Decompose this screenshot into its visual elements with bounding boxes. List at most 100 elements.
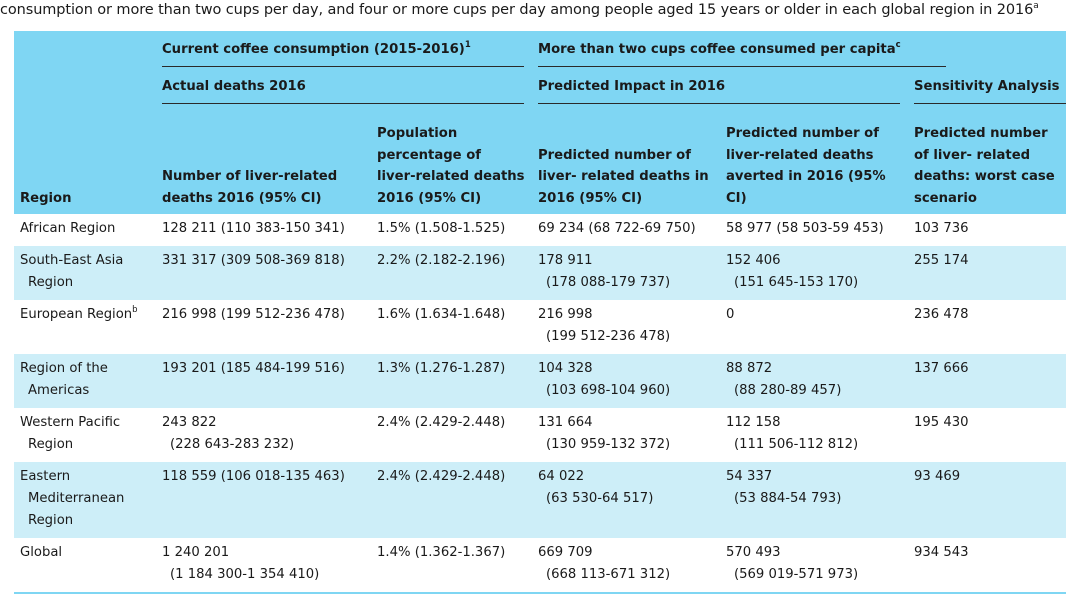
cell-avert: 58 977 (58 503-59 453) — [726, 214, 914, 246]
header-row-columns: Region Number of liver-related deaths 20… — [14, 105, 1067, 214]
col-header-deaths: Number of liver-related deaths 2016 (95%… — [162, 105, 377, 214]
cell-region-line: Western Pacific — [20, 415, 121, 430]
col-header-percentage-line: 2016 (95% CI) — [377, 190, 482, 206]
table-row: South-East Asia Region 331 317 (309 508-36… — [14, 246, 1067, 300]
cell-region-line: South-East Asia — [20, 253, 124, 268]
cell-pred: 178 911 (178 088-179 737) — [538, 246, 726, 300]
cell-pct-line: 2.2% (2.182-2.196) — [377, 253, 506, 268]
header-group-current-label: Current coffee consumption (2015-2016) — [162, 41, 465, 57]
cell-worst: 137 666 — [914, 354, 1067, 408]
cell-pred-line: (668 113-671 312) — [546, 567, 671, 582]
col-header-percentage-line: Population — [377, 126, 458, 141]
cell-pct: 2.4% (2.429-2.448) — [377, 462, 538, 538]
cell-avert-line: 54 337 — [726, 469, 773, 484]
cell-pred-line: (103 698-104 960) — [546, 383, 671, 398]
cell-pct: 1.3% (1.276-1.287) — [377, 354, 538, 408]
cell-region-line: Region — [28, 275, 74, 290]
cell-deaths-line: 118 559 (106 018-135 463) — [162, 469, 345, 484]
cell-deaths: 1 240 201 (1 184 300-1 354 410) — [162, 538, 377, 594]
header-empty-cell — [14, 31, 162, 68]
cell-pred-line: (178 088-179 737) — [546, 275, 671, 290]
cell-region: European Regionb — [14, 300, 162, 354]
col-header-predicted-line: liver- related deaths in — [538, 169, 709, 184]
cell-pred-line: 216 998 — [538, 307, 593, 322]
cell-avert: 54 337 (53 884-54 793) — [726, 462, 914, 538]
cell-avert-line: (53 884-54 793) — [734, 491, 842, 506]
cell-avert-line: 570 493 — [726, 545, 781, 560]
table-row: Region of the Americas 193 201 (185 484-19… — [14, 354, 1067, 408]
caption-footnote-mark: a — [1033, 1, 1039, 11]
cell-pred-line: (63 530-64 517) — [546, 491, 654, 506]
table-row: Eastern Mediterranean Region 118 559 (106 0… — [14, 462, 1067, 538]
cell-region: African Region — [14, 214, 162, 246]
cell-region-line: African Region — [20, 221, 116, 236]
cell-avert-line: 58 977 (58 503-59 453) — [726, 221, 884, 236]
cell-avert: 570 493 (569 019-571 973) — [726, 538, 914, 594]
cell-region-line: Eastern — [20, 469, 71, 484]
region-footnote-mark: b — [132, 305, 138, 315]
cell-region-line: Region of the — [20, 361, 108, 376]
caption-text: consumption or more than two cups per da… — [0, 2, 1034, 18]
col-header-predicted-line: 2016 (95% CI) — [538, 190, 643, 206]
cell-avert-line: (88 280-89 457) — [734, 383, 842, 398]
header-group-more-than-two-mark: c — [895, 39, 901, 50]
cell-deaths-line: (1 184 300-1 354 410) — [170, 567, 320, 582]
cell-pct: 1.6% (1.634-1.648) — [377, 300, 538, 354]
cell-region-line: Region — [28, 513, 74, 528]
cell-pct: 2.2% (2.182-2.196) — [377, 246, 538, 300]
col-header-worst-case-line: of liver- related — [914, 147, 1031, 163]
cell-pred: 64 022 (63 530-64 517) — [538, 462, 726, 538]
cell-worst: 195 430 — [914, 408, 1067, 462]
col-header-averted: Predicted number of liver-related deaths… — [726, 105, 914, 214]
cell-deaths-line: 128 211 (110 383-150 341) — [162, 221, 345, 236]
cell-deaths: 216 998 (199 512-236 478) — [162, 300, 377, 354]
col-header-region: Region — [14, 105, 162, 214]
cell-pct: 1.5% (1.508-1.525) — [377, 214, 538, 246]
cell-worst-line: 137 666 — [914, 361, 969, 376]
table-body: African Region 128 211 (110 383-150 341) 1… — [14, 214, 1067, 594]
table-row: Global 1 240 201 (1 184 300-1 354 410) 1.4%… — [14, 538, 1067, 594]
cell-worst: 236 478 — [914, 300, 1067, 354]
header-empty-cell — [14, 68, 162, 105]
col-header-percentage: Population percentage of liver-related d… — [377, 105, 538, 214]
cell-avert: 88 872 (88 280-89 457) — [726, 354, 914, 408]
cell-pred-line: 669 709 — [538, 545, 593, 560]
cell-worst-line: 195 430 — [914, 415, 969, 430]
header-group-more-than-two: More than two cups coffee consumed per c… — [538, 31, 1067, 68]
col-header-predicted: Predicted number of liver- related death… — [538, 105, 726, 214]
header-row-groups: Current coffee consumption (2015-2016)1 … — [14, 31, 1067, 68]
cell-pct-line: 1.3% (1.276-1.287) — [377, 361, 506, 376]
table-row: Western Pacific Region 243 822 (228 643-283… — [14, 408, 1067, 462]
col-header-predicted-line: Predicted number of — [538, 147, 691, 163]
header-sub-sensitivity: Sensitivity Analysis — [914, 68, 1067, 105]
cell-avert-line: 0 — [726, 307, 735, 322]
header-group-current-mark: 1 — [464, 39, 471, 50]
cell-worst-line: 103 736 — [914, 221, 969, 236]
cell-worst-line: 255 174 — [914, 253, 969, 268]
cell-pct: 2.4% (2.429-2.448) — [377, 408, 538, 462]
col-header-deaths-line: Number of liver-related — [162, 169, 338, 184]
col-header-worst-case-line: deaths: worst case — [914, 169, 1055, 184]
cell-pred: 669 709 (668 113-671 312) — [538, 538, 726, 594]
col-header-worst-case-line: scenario — [914, 190, 977, 206]
header-sub-predicted-label: Predicted Impact in 2016 — [538, 77, 900, 104]
header-sub-predicted: Predicted Impact in 2016 — [538, 68, 914, 105]
cell-pred: 216 998 (199 512-236 478) — [538, 300, 726, 354]
cell-region-line: European Region — [20, 307, 133, 322]
cell-region: Region of the Americas — [14, 354, 162, 408]
cell-pct-line: 1.4% (1.362-1.367) — [377, 545, 506, 560]
cell-deaths-line: 243 822 — [162, 415, 217, 430]
cell-avert: 112 158 (111 506-112 812) — [726, 408, 914, 462]
cell-pred-line: 131 664 — [538, 415, 593, 430]
cell-pct: 1.4% (1.362-1.367) — [377, 538, 538, 594]
cell-region-line: Mediterranean — [28, 491, 125, 506]
cell-region: South-East Asia Region — [14, 246, 162, 300]
cell-avert-line: 88 872 — [726, 361, 773, 376]
header-sub-actual: Actual deaths 2016 — [162, 68, 538, 105]
cell-pred: 104 328 (103 698-104 960) — [538, 354, 726, 408]
cell-worst-line: 93 469 — [914, 469, 961, 484]
cell-pred-line: 178 911 — [538, 253, 593, 268]
cell-deaths-line: 331 317 (309 508-369 818) — [162, 253, 345, 268]
col-header-worst-case-line: Predicted number — [914, 126, 1048, 141]
cell-pred-line: (130 959-132 372) — [546, 437, 671, 452]
